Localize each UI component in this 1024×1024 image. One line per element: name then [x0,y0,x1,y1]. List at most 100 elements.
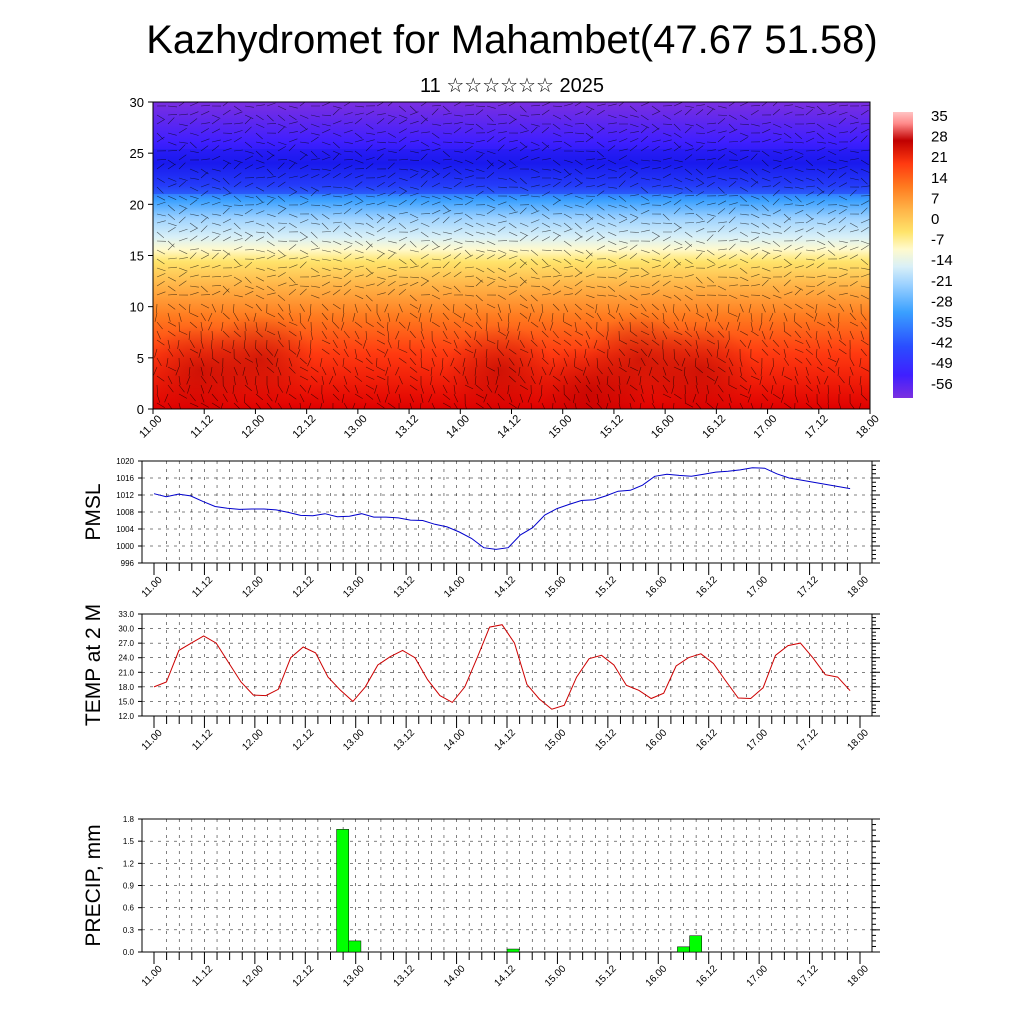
precip-bar [506,948,520,953]
y-tick-label: 10 [130,300,144,315]
x-tick-label: 17.00 [745,963,771,989]
y-tick-label: 1.5 [123,837,135,846]
precip-bar [336,829,350,953]
y-tick-label: 0.3 [123,926,135,935]
y-axis-label: TEMP at 2 M [82,604,105,726]
x-tick-label: 15.00 [543,727,569,753]
precip-plot: 0.0 0.3 0.6 0.9 1.2 1.5 1.8 11.00 11.12 12.00 12.1… [82,815,880,989]
warm-core [205,315,315,405]
x-tick-label: 12.12 [291,727,317,753]
colorbar-label: -42 [931,335,953,352]
y-tick-label: 1016 [116,474,134,483]
x-tick-label: 14.00 [442,574,468,600]
x-tick-label: 11.00 [137,413,164,440]
x-tick-label: 16.00 [644,727,670,753]
x-tick-label: 16.12 [700,413,728,441]
colorbar-label: 7 [931,190,939,207]
x-tick-label: 16.12 [694,963,720,989]
x-tick-label: 17.00 [745,574,771,600]
x-tick-label: 11.12 [190,963,215,988]
x-tick-label: 13.00 [342,413,370,441]
y-tick-label: 0.6 [123,904,135,913]
x-tick-label: 15.12 [598,413,626,441]
temp-plot: 12.0 15.0 18.0 21.0 24.0 27.0 30.0 33.0 11.00 11.… [82,604,880,753]
x-tick-label: 12.00 [239,413,267,441]
y-tick-label: 20 [130,197,144,212]
x-tick-label: 15.00 [547,413,575,441]
y-tick-label: 27.0 [118,639,134,648]
y-tick-label: 33.0 [118,610,134,619]
x-tick-label: 14.12 [495,413,523,441]
y-tick-label: 996 [121,559,135,568]
colorbar-label: -14 [931,252,953,269]
x-tick-label: 18.00 [854,413,882,441]
colorbar-label: 35 [931,108,948,125]
x-tick-label: 11.12 [190,727,215,752]
warm-core [645,325,755,409]
x-tick-label: 11.00 [140,963,165,988]
x-tick-label: 12.12 [291,413,319,441]
x-tick-label: 14.12 [492,727,518,753]
x-tick-label: 14.12 [492,963,518,989]
x-tick-label: 14.00 [444,413,472,441]
x-tick-label: 18.00 [845,574,871,600]
x-tick-label: 12.00 [240,574,266,600]
colorbar-label: -49 [931,355,953,372]
colorbar-gradient [893,112,913,398]
x-tick-label: 18.00 [845,963,871,989]
colorbar-label: -35 [931,314,953,331]
x-tick-label: 17.00 [745,727,771,753]
x-tick-label: 17.12 [803,413,831,441]
colorbar-label: -7 [931,232,944,249]
colorbar-label: 14 [931,170,948,187]
y-tick-label: 5 [137,351,144,366]
x-tick-label: 16.00 [644,574,670,600]
x-tick-label: 17.12 [795,963,821,989]
x-tick-label: 15.12 [593,963,619,989]
x-tick-label: 17.00 [751,413,779,441]
y-tick-label: 30.0 [118,625,134,634]
x-tick-label: 11.12 [190,574,215,599]
x-tick-label: 12.12 [291,963,317,989]
x-tick-label: 11.12 [188,413,215,440]
precip-bar [677,946,690,953]
y-tick-label: 24.0 [118,654,134,663]
chart-title: Kazhydromet for Mahambet(47.67 51.58) [146,18,878,62]
x-tick-label: 13.12 [392,574,418,600]
y-tick-label: 1.2 [123,859,135,868]
y-tick-label: 12.0 [118,712,134,721]
y-tick-label: 15 [130,249,144,264]
x-tick-label: 15.12 [593,574,619,600]
y-tick-label: 0.9 [123,882,135,891]
y-tick-label: 1004 [116,525,134,534]
x-tick-label: 12.00 [240,963,266,989]
colorbar-label: 28 [931,129,948,146]
x-tick-label: 15.12 [593,727,619,753]
series-line [153,467,851,550]
x-tick-label: 13.12 [392,963,418,989]
y-axis-label: PMSL [82,483,105,540]
chart-subtitle: 11 ☆☆☆☆☆☆ 2025 [420,75,604,97]
cross-section-plot: 0 5 10 15 20 25 30 11.00 11.12 12.00 12.12 13.00 13.… [130,95,882,441]
x-tick-label: 16.00 [644,963,670,989]
x-tick-label: 14.12 [492,574,518,600]
x-tick-label: 16.00 [649,413,677,441]
colorbar-label: -56 [931,376,953,393]
colorbar-label: 0 [931,211,939,228]
y-tick-label: 1020 [116,457,134,466]
x-tick-label: 14.00 [442,727,468,753]
y-tick-label: 15.0 [118,697,134,706]
x-tick-label: 15.00 [543,963,569,989]
y-tick-label: 21.0 [118,668,134,677]
x-tick-label: 11.00 [140,574,165,599]
y-tick-label: 0.0 [123,948,135,957]
x-tick-label: 17.12 [795,727,821,753]
y-tick-label: 1012 [116,491,134,500]
y-tick-label: 1.8 [123,815,135,824]
y-tick-label: 1008 [116,508,134,517]
x-tick-label: 16.12 [694,574,720,600]
y-tick-label: 0 [137,402,144,417]
x-tick-label: 15.00 [543,574,569,600]
